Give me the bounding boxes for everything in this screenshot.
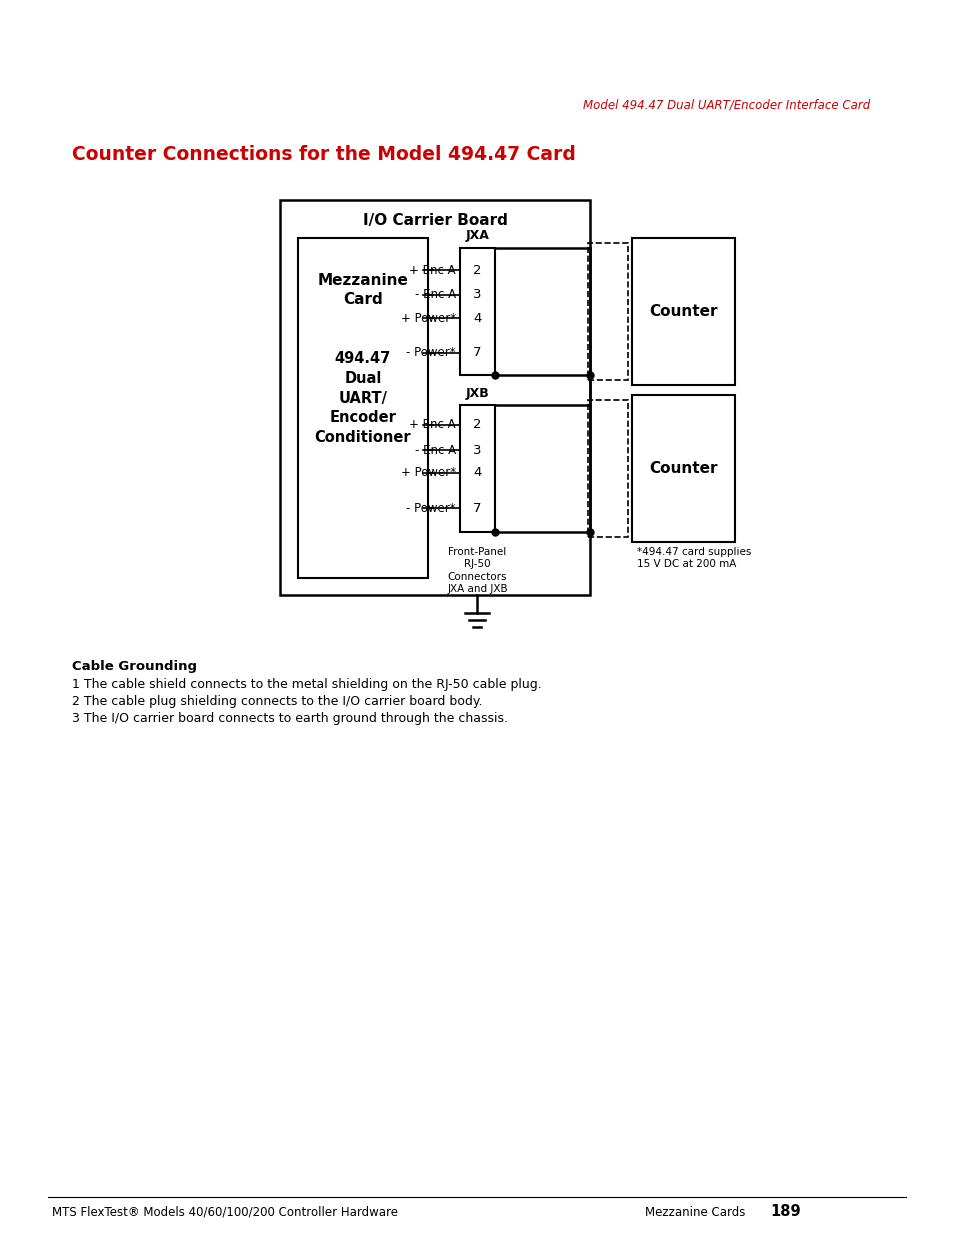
Text: 2: 2 xyxy=(473,419,481,431)
Text: - Enc A: - Enc A xyxy=(415,443,456,457)
Text: + Power*: + Power* xyxy=(400,467,456,479)
Text: Counter: Counter xyxy=(649,304,717,319)
Text: 3 The I/O carrier board connects to earth ground through the chassis.: 3 The I/O carrier board connects to eart… xyxy=(71,713,507,725)
Text: Counter Connections for the Model 494.47 Card: Counter Connections for the Model 494.47… xyxy=(71,146,576,164)
Bar xyxy=(631,238,734,385)
Bar xyxy=(280,200,589,595)
Text: I/O Carrier Board: I/O Carrier Board xyxy=(362,212,507,227)
Text: Front-Panel
RJ-50
Connectors
JXA and JXB: Front-Panel RJ-50 Connectors JXA and JXB xyxy=(447,547,507,594)
Text: + Enc A: + Enc A xyxy=(409,419,456,431)
Text: Model 494.47 Dual UART/Encoder Interface Card: Model 494.47 Dual UART/Encoder Interface… xyxy=(582,99,869,111)
Text: JXA: JXA xyxy=(465,230,489,242)
Bar xyxy=(587,243,627,380)
Text: 3: 3 xyxy=(473,289,481,301)
Text: 2 The cable plug shielding connects to the I/O carrier board body.: 2 The cable plug shielding connects to t… xyxy=(71,695,482,708)
Bar xyxy=(459,405,495,532)
Text: 4: 4 xyxy=(473,467,481,479)
Bar xyxy=(297,238,428,578)
Text: 7: 7 xyxy=(473,501,481,515)
Text: MTS FlexTest® Models 40/60/100/200 Controller Hardware: MTS FlexTest® Models 40/60/100/200 Contr… xyxy=(52,1205,397,1219)
Text: Mezzanine Cards: Mezzanine Cards xyxy=(644,1205,752,1219)
Text: 4: 4 xyxy=(473,311,481,325)
Text: Counter: Counter xyxy=(649,461,717,475)
Text: + Power*: + Power* xyxy=(400,311,456,325)
Bar xyxy=(631,395,734,542)
Text: 2: 2 xyxy=(473,263,481,277)
Text: Cable Grounding: Cable Grounding xyxy=(71,659,196,673)
Text: - Enc A: - Enc A xyxy=(415,289,456,301)
Bar xyxy=(587,400,627,537)
Text: JXB: JXB xyxy=(465,387,489,399)
Text: *494.47 card supplies
15 V DC at 200 mA: *494.47 card supplies 15 V DC at 200 mA xyxy=(637,547,751,569)
Bar xyxy=(459,248,495,375)
Text: 494.47
Dual
UART/
Encoder
Conditioner: 494.47 Dual UART/ Encoder Conditioner xyxy=(314,351,411,445)
Text: - Power*: - Power* xyxy=(406,347,456,359)
Text: Mezzanine
Card: Mezzanine Card xyxy=(317,273,408,308)
Text: 7: 7 xyxy=(473,347,481,359)
Text: - Power*: - Power* xyxy=(406,501,456,515)
Text: 1 The cable shield connects to the metal shielding on the RJ-50 cable plug.: 1 The cable shield connects to the metal… xyxy=(71,678,541,692)
Text: 189: 189 xyxy=(769,1204,800,1219)
Text: 3: 3 xyxy=(473,443,481,457)
Text: + Enc A: + Enc A xyxy=(409,263,456,277)
